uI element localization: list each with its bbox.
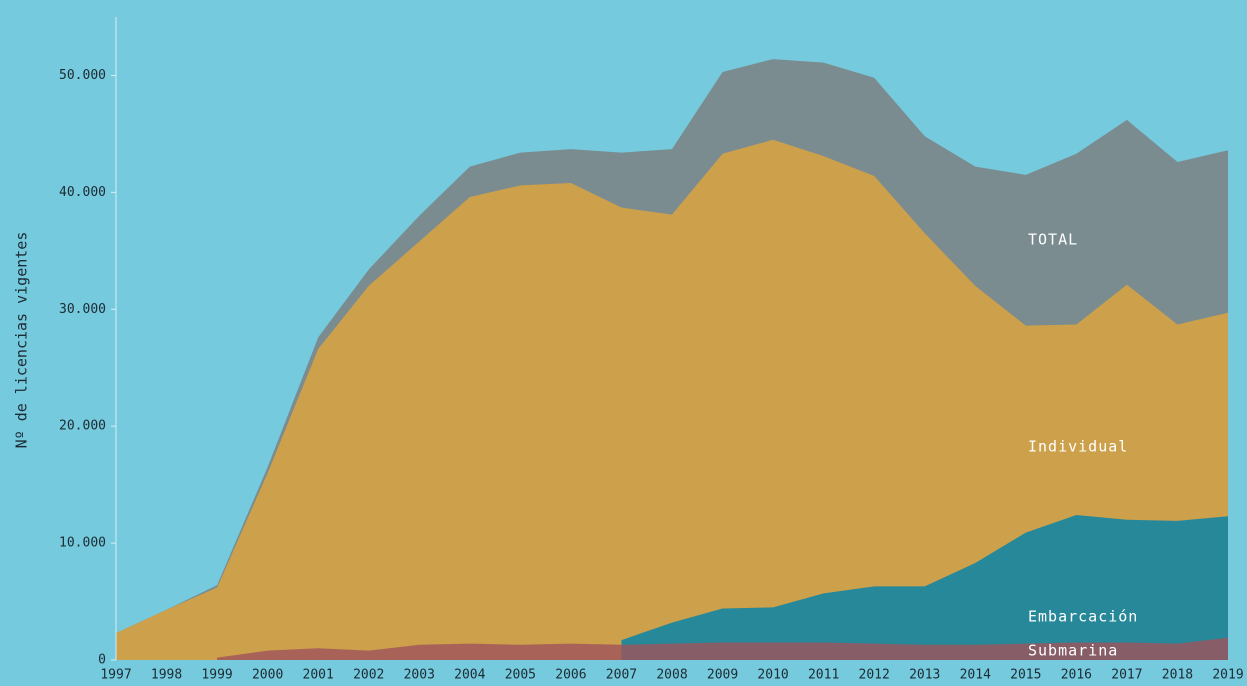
series-label: Embarcación (1028, 608, 1138, 626)
x-tick-label: 2015 (1010, 668, 1041, 683)
area (217, 637, 1228, 660)
x-tick-label: 2005 (505, 668, 536, 683)
x-tick-label: 2009 (707, 668, 738, 683)
x-tick-label: 2013 (909, 668, 940, 683)
x-tick-label: 2014 (960, 668, 991, 683)
x-tick-label: 2019 (1212, 668, 1243, 683)
x-tick-label: 2011 (808, 668, 839, 683)
x-tick-label: 2003 (404, 668, 435, 683)
x-tick-label: 2004 (454, 668, 485, 683)
y-tick-label: 10.000 (59, 536, 106, 551)
x-tick-label: 2016 (1061, 668, 1092, 683)
series-label: Submarina (1028, 642, 1118, 660)
y-tick-label: 50.000 (59, 68, 106, 83)
x-tick-label: 1997 (100, 668, 131, 683)
y-tick-label: 40.000 (59, 185, 106, 200)
series-label: Individual (1028, 438, 1128, 456)
x-tick-label: 2008 (656, 668, 687, 683)
x-tick-label: 2006 (555, 668, 586, 683)
x-tick-label: 1999 (201, 668, 232, 683)
x-tick-label: 2012 (859, 668, 890, 683)
area (116, 139, 1228, 661)
x-tick-label: 2010 (757, 668, 788, 683)
x-tick-label: 2007 (606, 668, 637, 683)
x-tick-label: 1998 (151, 668, 182, 683)
x-tick-label: 2017 (1111, 668, 1142, 683)
x-tick-label: 2000 (252, 668, 283, 683)
y-tick-label: 20.000 (59, 419, 106, 434)
y-tick-label: 30.000 (59, 302, 106, 317)
y-tick-label: 0 (98, 653, 106, 668)
series-label: TOTAL (1028, 231, 1078, 249)
area (621, 515, 1228, 660)
x-tick-label: 2001 (303, 668, 334, 683)
y-axis-label: Nº de licencias vigentes (13, 232, 31, 449)
x-tick-label: 2002 (353, 668, 384, 683)
x-tick-label: 2018 (1162, 668, 1193, 683)
